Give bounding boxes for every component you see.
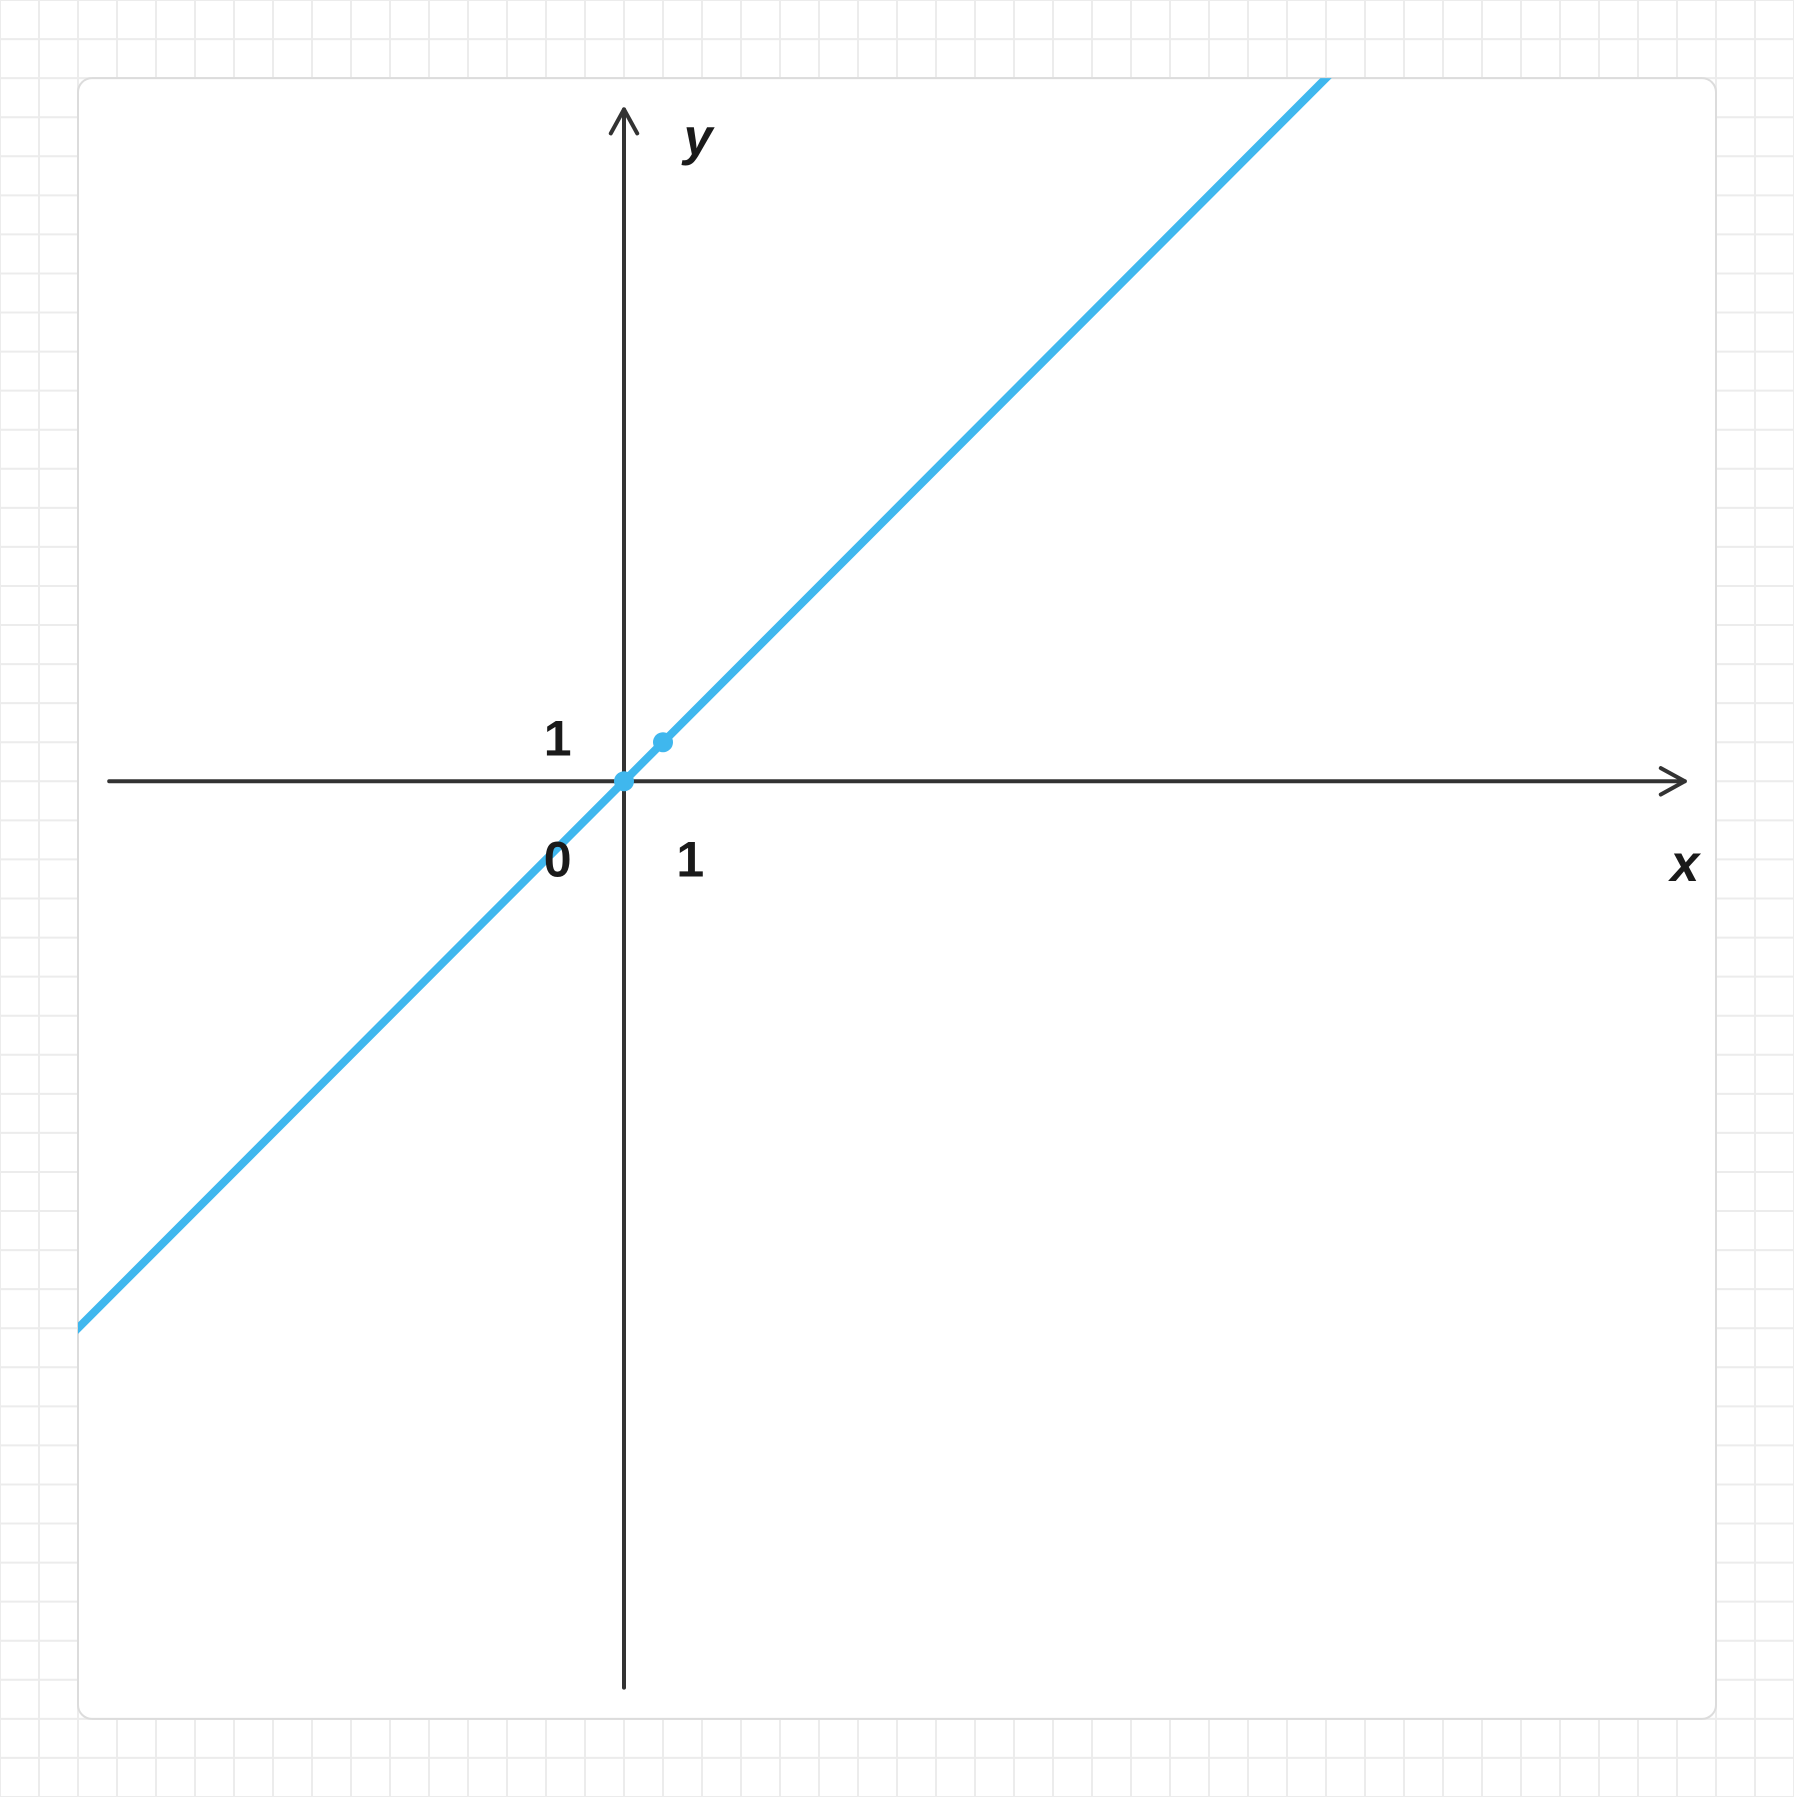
plot-area [78,78,1716,1719]
origin-label: 0 [544,832,572,888]
x-axis-label: x [1667,835,1701,893]
data-point-0 [614,771,634,791]
x-tick-1-label: 1 [676,832,704,888]
y-tick-1-label: 1 [544,710,572,766]
y-axis-label: y [681,108,716,166]
data-point-1 [653,732,673,752]
coordinate-plane-chart: 0 1 1 x y [0,0,1794,1797]
